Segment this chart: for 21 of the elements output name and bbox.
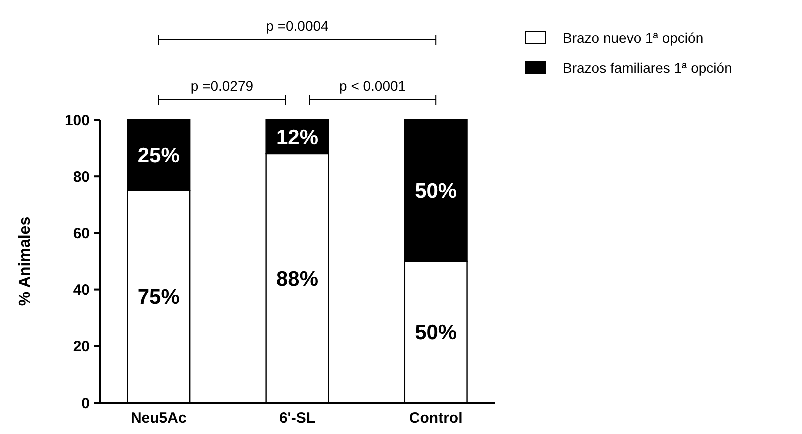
data-label: 75% [138, 286, 180, 310]
text: p =0.0004 [266, 18, 330, 34]
y-tick-label: 0 [82, 395, 90, 412]
data-label: 50% [415, 180, 458, 204]
text: p =0.0279 [190, 78, 254, 94]
y-tick-label: 60 [73, 225, 90, 242]
x-tick-label: Control [409, 410, 463, 427]
data-label: 25% [138, 144, 180, 168]
text: p < 0.0001 [340, 78, 406, 94]
data-label: 88% [276, 268, 319, 291]
y-tick-label: 20 [73, 338, 90, 356]
y-axis-title: % Animales [17, 216, 34, 306]
data-label: 12% [276, 126, 319, 150]
y-tick-label: 80 [73, 168, 90, 186]
y-tick-label: 40 [73, 282, 90, 300]
x-tick-label: 6'-SL [279, 410, 316, 427]
legend-label: Brazos familiares 1ª opción [563, 60, 732, 76]
data-label: 50% [415, 322, 458, 345]
legend-label: Brazo nuevo 1ª opción [563, 30, 704, 46]
x-tick-label: Neu5Ac [130, 410, 187, 427]
y-tick-label: 100 [64, 112, 90, 130]
